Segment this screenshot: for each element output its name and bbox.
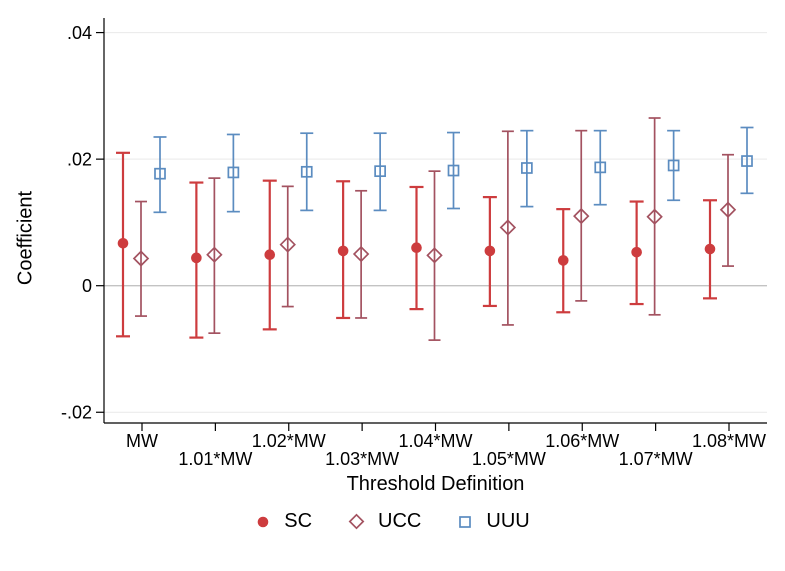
marker-uuu-square bbox=[374, 165, 386, 178]
marker-ucc-diamond bbox=[132, 250, 150, 267]
x-tick-label: 1.01*MW bbox=[178, 449, 252, 469]
marker-uuu-square bbox=[447, 164, 460, 177]
marker-ucc-diamond bbox=[279, 236, 296, 253]
y-tick-label: 0 bbox=[82, 276, 92, 296]
marker-ucc-diamond bbox=[352, 245, 370, 263]
marker-sc-circle bbox=[484, 245, 496, 257]
x-axis-title: Threshold Definition bbox=[346, 473, 525, 495]
legend-item-sc: SC bbox=[255, 510, 312, 533]
filled-circle-icon bbox=[257, 516, 269, 527]
marker-ucc-diamond bbox=[499, 219, 517, 236]
legend-item-uuu: UUU bbox=[457, 510, 530, 533]
x-tick-label: 1.06*MW bbox=[545, 431, 619, 451]
legend-item-ucc: UCC bbox=[348, 510, 421, 533]
marker-sc-circle bbox=[411, 242, 422, 254]
y-tick-label: -.02 bbox=[61, 403, 92, 423]
marker-sc-circle bbox=[337, 245, 349, 257]
marker-sc-circle bbox=[704, 243, 716, 255]
legend-label-sc: SC bbox=[284, 510, 313, 532]
marker-ucc-diamond bbox=[719, 201, 737, 218]
y-axis-title: Coefficient bbox=[14, 190, 37, 286]
legend-label-uuu: UUU bbox=[486, 510, 530, 532]
marker-sc-circle bbox=[631, 246, 642, 258]
marker-sc-circle bbox=[264, 249, 276, 260]
x-tick-label: 1.02*MW bbox=[252, 431, 326, 451]
marker-sc-circle bbox=[191, 252, 202, 264]
x-tick-label: 1.04*MW bbox=[398, 431, 472, 451]
marker-uuu-square bbox=[521, 162, 533, 174]
marker-uuu-square bbox=[300, 165, 313, 178]
x-tick-label: 1.03*MW bbox=[325, 449, 399, 469]
marker-ucc-diamond bbox=[426, 247, 443, 264]
marker-sc-circle bbox=[117, 238, 129, 249]
x-tick-label: 1.07*MW bbox=[619, 449, 693, 469]
marker-uuu-square bbox=[594, 161, 607, 174]
marker-uuu-square bbox=[227, 166, 240, 179]
y-tick-label: .02 bbox=[67, 149, 92, 169]
hollow-diamond-icon bbox=[348, 513, 365, 530]
marker-uuu-square bbox=[667, 159, 680, 172]
marker-uuu-square bbox=[154, 167, 166, 180]
x-tick-label: 1.08*MW bbox=[692, 431, 766, 451]
marker-ucc-diamond bbox=[646, 208, 663, 225]
marker-uuu-square bbox=[741, 155, 753, 167]
marker-ucc-diamond bbox=[573, 207, 590, 225]
y-tick-label: .04 bbox=[67, 23, 92, 43]
marker-sc-circle bbox=[557, 255, 569, 266]
x-tick-label: 1.05*MW bbox=[472, 449, 546, 469]
legend: SC UCC UUU bbox=[0, 510, 785, 533]
legend-label-ucc: UCC bbox=[378, 510, 422, 532]
marker-ucc-diamond bbox=[206, 246, 223, 263]
hollow-square-icon bbox=[459, 515, 472, 528]
x-tick-label: MW bbox=[126, 431, 158, 451]
